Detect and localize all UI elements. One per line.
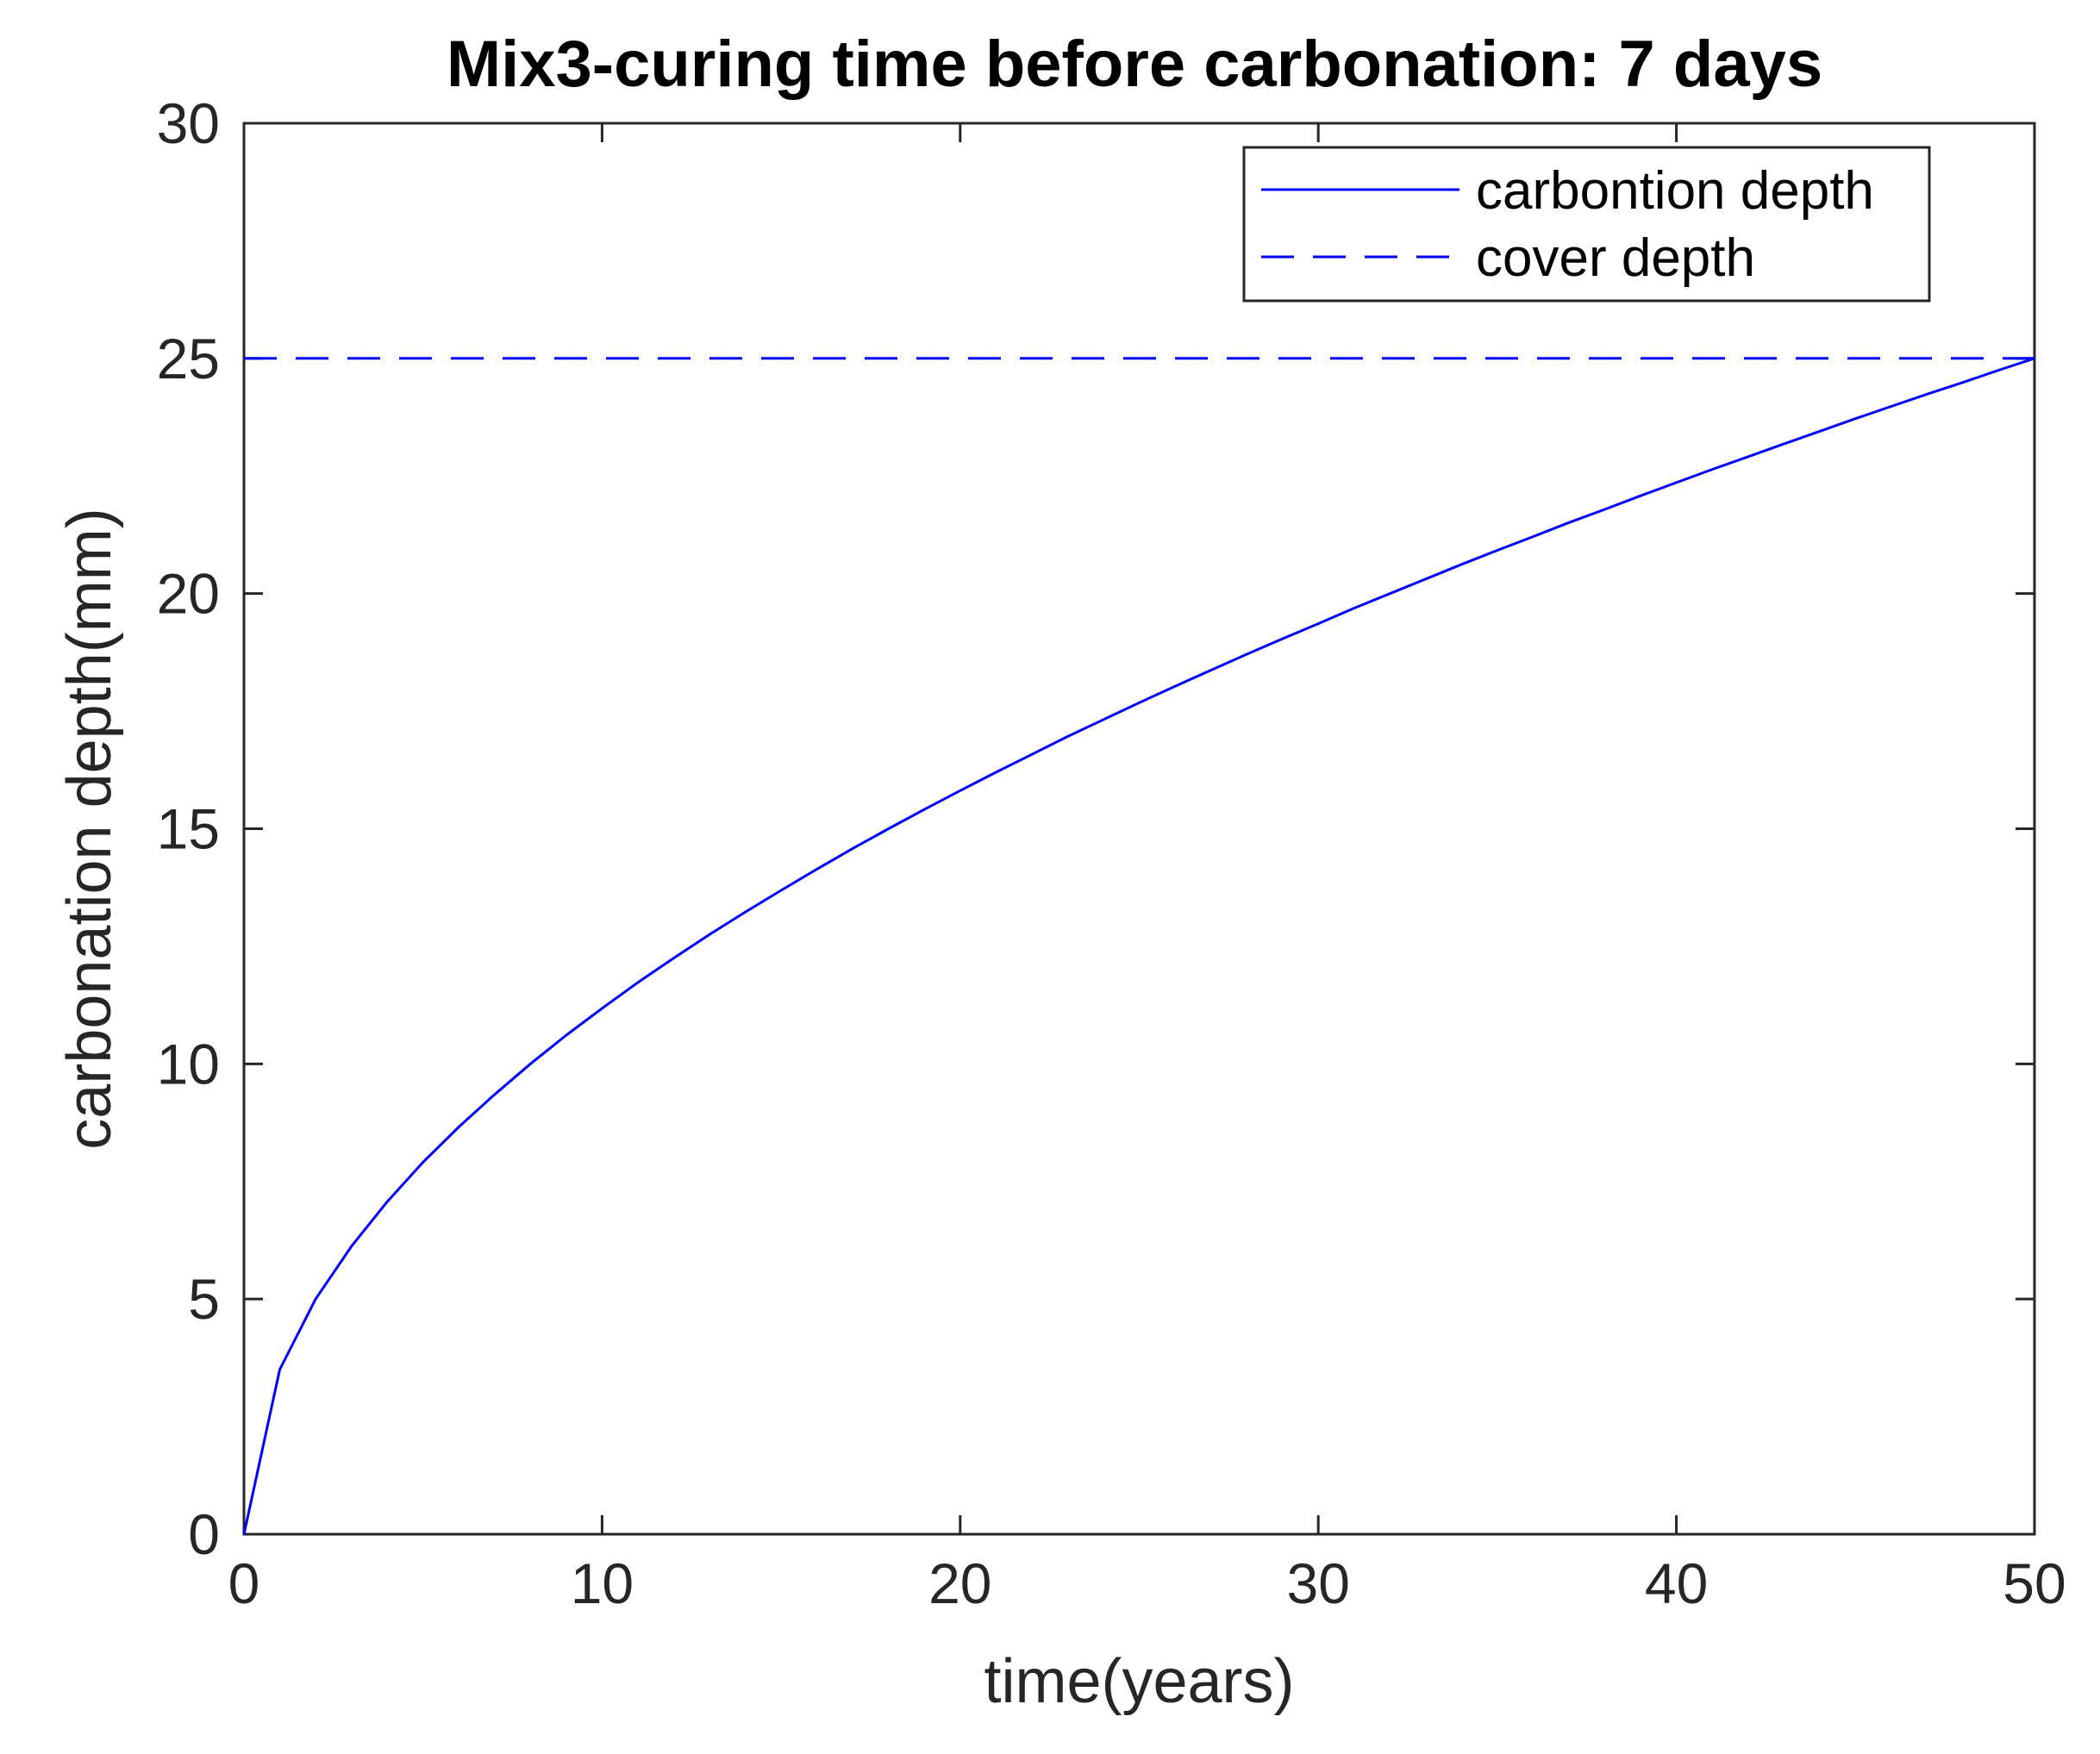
axis-ticks xyxy=(242,122,2036,1536)
chart-title: Mix3-curing time before carbonation: 7 d… xyxy=(447,28,1822,101)
series-line-carbonation-depth xyxy=(242,357,2035,1535)
axis-tick-labels: 0 10 20 30 40 50 0 5 10 15 20 25 30 xyxy=(157,91,2066,1615)
y-tick-label: 15 xyxy=(157,797,220,861)
y-axis-label: carbonation depth(mm) xyxy=(55,508,124,1149)
plot-area: 0 10 20 30 40 50 0 5 10 15 20 25 30 xyxy=(157,91,2066,1615)
x-tick-label: 50 xyxy=(2003,1551,2066,1615)
y-tick-label: 30 xyxy=(157,91,220,155)
y-tick-label: 5 xyxy=(188,1267,220,1331)
x-tick-label: 0 xyxy=(228,1551,260,1615)
legend: carbontion depth cover depth xyxy=(1242,146,1931,303)
y-tick-label: 0 xyxy=(188,1502,220,1566)
x-tick-label: 10 xyxy=(571,1551,634,1615)
legend-label-cover-depth: cover depth xyxy=(1476,228,1755,288)
axes-box xyxy=(242,122,2036,1536)
x-tick-label: 20 xyxy=(928,1551,991,1615)
x-axis-label: time(years) xyxy=(984,1647,1294,1716)
y-tick-label: 20 xyxy=(157,562,220,626)
legend-box xyxy=(1242,146,1931,303)
legend-label-carbonation-depth: carbontion depth xyxy=(1476,161,1874,221)
x-tick-label: 30 xyxy=(1286,1551,1349,1615)
series-layer xyxy=(242,357,2035,1535)
y-tick-label: 25 xyxy=(157,327,220,390)
x-tick-label: 40 xyxy=(1645,1551,1708,1615)
y-tick-label: 10 xyxy=(157,1032,220,1095)
